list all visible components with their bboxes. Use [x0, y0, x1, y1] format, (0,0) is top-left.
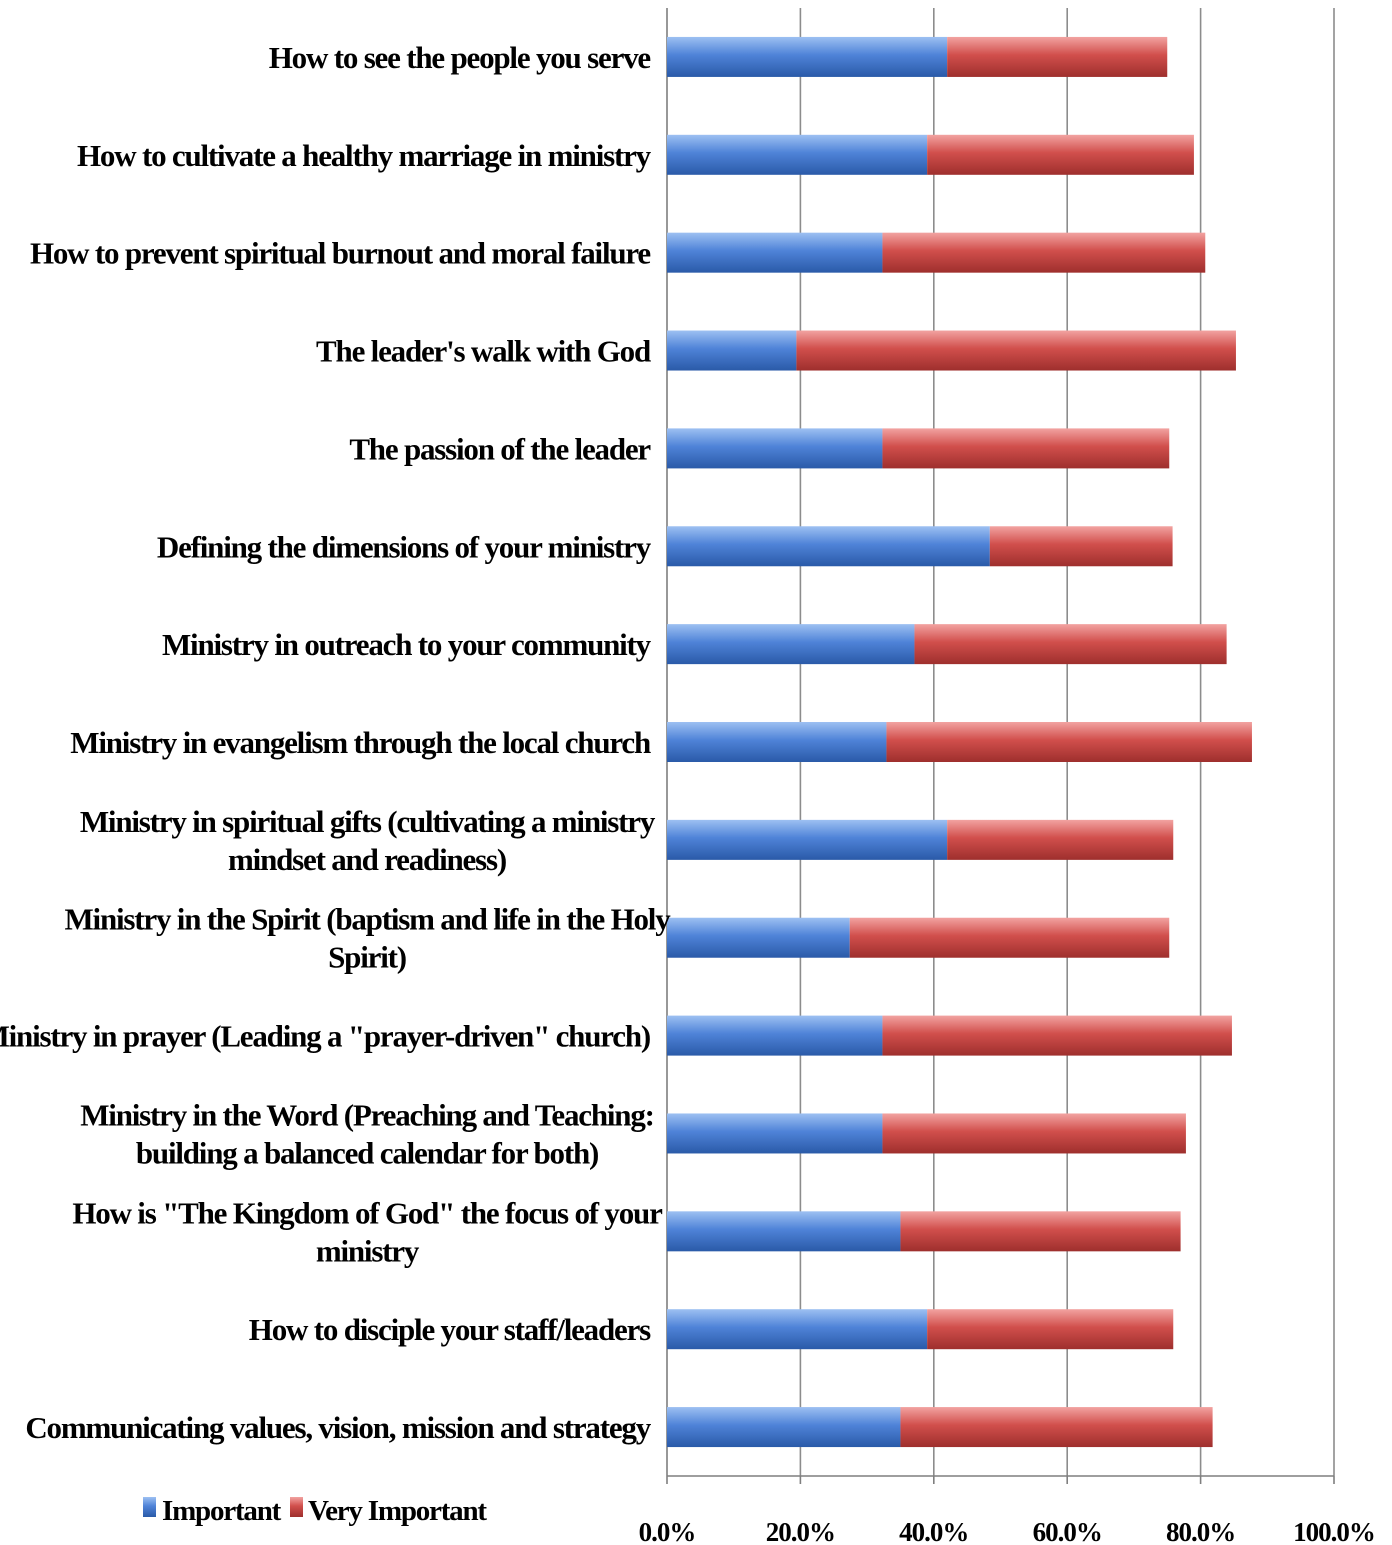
category-labels: How to see the people you serve How to cu… [0, 40, 672, 1445]
bar-very-important [914, 624, 1227, 665]
bar-very-important [886, 722, 1252, 762]
category-label: The passion of the leader [349, 431, 651, 466]
bar-very-important [927, 1309, 1174, 1350]
bar-important [667, 428, 883, 469]
bar-important [667, 1407, 901, 1448]
category-label: Ministry in the Spirit (baptism and life… [64, 902, 671, 975]
bar-important [667, 917, 850, 958]
category-label: How to prevent spiritual burnout and mor… [30, 236, 650, 271]
bar-very-important [882, 1113, 1186, 1154]
category-label-line: Ministry in spiritual gifts (cultivating… [80, 804, 656, 839]
bar-very-important [989, 526, 1173, 567]
category-label: Defining the dimensions of your ministry [157, 529, 652, 564]
legend-label-very-important: Very Important [308, 1495, 487, 1527]
bar-important [667, 1211, 901, 1252]
category-label: Ministry in evangelism through the local… [70, 725, 651, 760]
category-label: Ministry in spiritual gifts (cultivating… [80, 804, 656, 877]
x-tick-label: 100.0% [1293, 1517, 1375, 1545]
bar-important [667, 232, 883, 273]
x-tick-labels: 0.0% 20.0% 40.0% 60.0% 80.0% 100.0% [639, 1517, 1376, 1545]
bar-important [667, 624, 915, 665]
bars [667, 36, 1252, 1448]
legend-swatch-very-important [290, 1497, 303, 1517]
bar-important [667, 526, 990, 567]
bar-important [667, 722, 887, 762]
category-label-line: building a balanced calendar for both) [136, 1135, 598, 1170]
category-label: Ministry in the Word (Preaching and Teac… [80, 1097, 654, 1170]
category-label: How to cultivate a healthy marriage in m… [77, 138, 652, 173]
bar-very-important [900, 1407, 1213, 1448]
bar-important [667, 1015, 883, 1056]
category-label-line: Ministry in the Spirit (baptism and life… [64, 902, 671, 937]
category-label-line: How is "The Kingdom of God" the focus of… [72, 1195, 663, 1230]
category-label: How to disciple your staff/leaders [249, 1312, 651, 1347]
bar-very-important [947, 819, 1174, 860]
bar-very-important [927, 134, 1194, 175]
category-label: How is "The Kingdom of God" the focus of… [72, 1195, 663, 1268]
bar-important [667, 36, 948, 77]
bar-important [667, 1113, 883, 1154]
x-tick-label: 0.0% [639, 1517, 696, 1545]
x-tick-label: 60.0% [1033, 1517, 1102, 1545]
x-tick-label: 20.0% [766, 1517, 835, 1545]
bar-important [667, 819, 948, 860]
category-label-line: Ministry in the Word (Preaching and Teac… [80, 1097, 654, 1132]
bar-very-important [900, 1211, 1181, 1252]
legend: Important Very Important [143, 1495, 489, 1527]
x-tick-label: 80.0% [1166, 1517, 1235, 1545]
bar-very-important [882, 428, 1170, 469]
category-label-line: mindset and readiness) [228, 842, 506, 877]
category-label: Ministry in prayer (Leading a "prayer-dr… [0, 1019, 650, 1054]
category-label: How to see the people you serve [269, 40, 651, 75]
bar-very-important [849, 917, 1170, 958]
bar-important [667, 134, 928, 175]
category-label: Communicating values, vision, mission an… [25, 1410, 651, 1445]
bar-very-important [882, 1015, 1232, 1056]
x-tick-label: 40.0% [899, 1517, 968, 1545]
bar-important [667, 1309, 928, 1350]
category-label-line: ministry [316, 1233, 420, 1268]
bar-very-important [882, 232, 1206, 273]
legend-swatch-important [143, 1497, 156, 1517]
bar-very-important [796, 330, 1236, 371]
category-label: Ministry in outreach to your community [162, 627, 652, 662]
legend-label-important: Important [162, 1495, 282, 1527]
category-label-line: Spirit) [328, 940, 406, 975]
bar-very-important [947, 36, 1168, 77]
category-label: The leader's walk with God [316, 334, 651, 369]
bar-important [667, 330, 797, 371]
